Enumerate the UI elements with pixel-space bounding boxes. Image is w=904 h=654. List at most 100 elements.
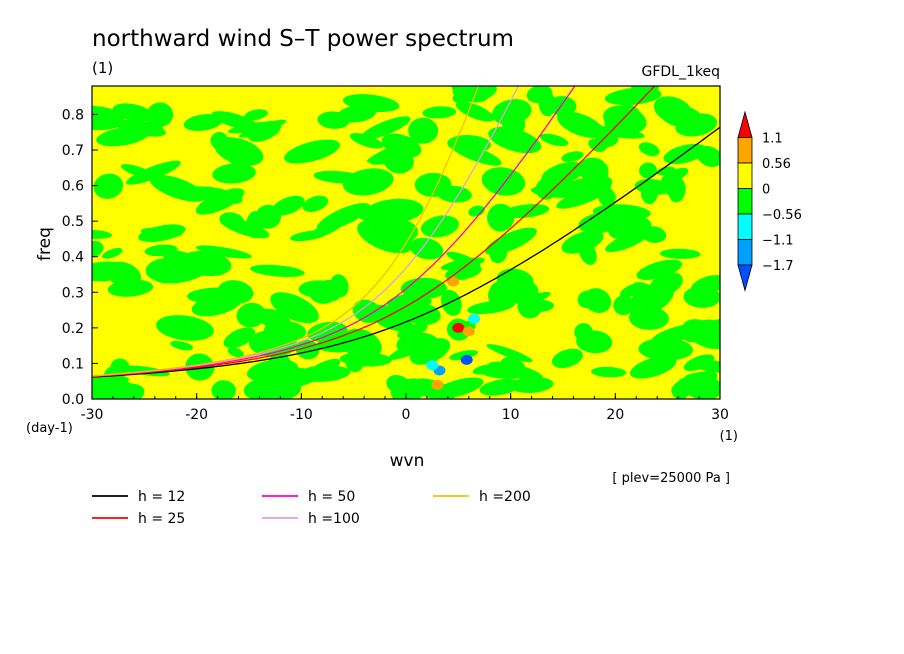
y-tick-label: 0.0 xyxy=(62,392,84,408)
field-patch xyxy=(455,101,495,122)
field-extreme xyxy=(462,326,475,337)
colorbar-arrow-top xyxy=(737,110,753,138)
field-extreme xyxy=(426,360,439,371)
field-patch xyxy=(467,300,515,315)
field-patch xyxy=(444,264,482,281)
field-patch xyxy=(422,106,457,119)
field-patch xyxy=(468,205,485,217)
unit-label: (1) xyxy=(92,59,113,77)
field-patch xyxy=(360,116,411,140)
field-patch xyxy=(653,96,694,125)
field-extreme xyxy=(468,313,481,324)
field-patch xyxy=(561,151,584,162)
field-patch xyxy=(271,195,305,216)
field-patch xyxy=(574,323,593,342)
field-patch xyxy=(105,261,142,288)
colorbar-segment xyxy=(737,213,753,240)
x-tick-label: 30 xyxy=(711,407,729,423)
field-patch xyxy=(636,259,683,280)
colorbar-label: −0.56 xyxy=(762,208,802,223)
field-patch xyxy=(223,144,255,168)
legend-label: h =100 xyxy=(308,511,360,527)
x-tick-label: -20 xyxy=(185,407,208,423)
field-patch xyxy=(449,350,478,361)
colorbar-segment xyxy=(737,239,753,266)
field-patch xyxy=(170,340,194,351)
field-patch xyxy=(365,198,424,224)
curve-h12 xyxy=(92,126,720,378)
y-tick-label: 0.7 xyxy=(62,143,84,159)
field-patch xyxy=(414,172,452,197)
field-patch xyxy=(256,308,291,330)
field-patch xyxy=(577,290,597,309)
field-patch xyxy=(557,111,604,139)
field-patch xyxy=(347,335,369,363)
field-patch xyxy=(270,292,319,324)
field-patch xyxy=(396,332,440,357)
curve-h25 xyxy=(92,86,656,378)
x-tick-label: -30 xyxy=(81,407,104,423)
y-unit-label: (day-1) xyxy=(26,421,73,436)
field-patch xyxy=(704,318,720,332)
field-patch xyxy=(629,355,677,379)
field-patch xyxy=(247,120,282,142)
field-patch xyxy=(578,241,597,265)
field-patch xyxy=(383,148,414,174)
field-patch xyxy=(92,240,104,258)
field-patch xyxy=(683,354,715,372)
field-patch xyxy=(663,143,707,164)
field-patch xyxy=(481,167,526,196)
field-patch xyxy=(92,105,125,131)
model-label: GFDL_1keq xyxy=(642,64,721,80)
x-tick-label: 10 xyxy=(502,407,520,423)
field-patch xyxy=(578,157,609,184)
field-patch xyxy=(219,212,245,229)
field-patch xyxy=(349,133,384,149)
field-patch xyxy=(195,245,252,259)
field-patch xyxy=(591,366,627,378)
y-tick-label: 0.2 xyxy=(62,321,84,337)
field-patch xyxy=(651,323,707,344)
field-patch xyxy=(603,105,647,134)
plot-area xyxy=(91,85,721,400)
colorbar-segment xyxy=(737,137,753,164)
field-patch xyxy=(541,161,586,185)
x-tick-label: 0 xyxy=(402,407,411,423)
field-patch xyxy=(451,86,491,103)
field-patch xyxy=(92,229,113,239)
colorbar-label: 1.1 xyxy=(762,132,783,147)
legend-label: h = 12 xyxy=(138,489,185,505)
field-patch xyxy=(236,302,266,328)
y-tick-label: 0.1 xyxy=(62,356,84,372)
colorbar-segment xyxy=(737,188,753,215)
field-patch xyxy=(211,380,236,399)
x-tick-label: -10 xyxy=(290,407,313,423)
field-patch xyxy=(489,244,508,264)
field-patch xyxy=(690,275,720,296)
field-patch xyxy=(510,376,554,393)
legend-label: h =200 xyxy=(479,489,531,505)
field-patch xyxy=(243,376,302,399)
field-patch xyxy=(126,160,181,185)
field-patch xyxy=(102,248,123,259)
field-patch xyxy=(93,173,124,199)
field-patch xyxy=(566,178,598,195)
field-patch xyxy=(357,219,414,254)
field-patch xyxy=(92,377,133,399)
field-patch xyxy=(446,251,481,268)
field-patch xyxy=(140,227,183,237)
colorbar-arrow-bottom xyxy=(737,264,753,293)
field-patch xyxy=(548,96,577,116)
field-patch xyxy=(307,221,343,239)
field-patch xyxy=(608,216,652,240)
y-tick-label: 0.3 xyxy=(62,285,84,301)
field-patch xyxy=(440,289,462,316)
field-patch xyxy=(638,142,660,157)
colorbar-label: −1.1 xyxy=(762,234,794,249)
legend: h = 12 h = 25 h = 50 h =100 h =200 xyxy=(92,489,531,527)
y-tick-label: 0.6 xyxy=(62,179,84,195)
field-patch xyxy=(488,126,542,154)
colorbar: 1.1 0.56 0 −0.56 −1.1 −1.7 xyxy=(737,110,802,293)
field-patch xyxy=(210,132,229,150)
